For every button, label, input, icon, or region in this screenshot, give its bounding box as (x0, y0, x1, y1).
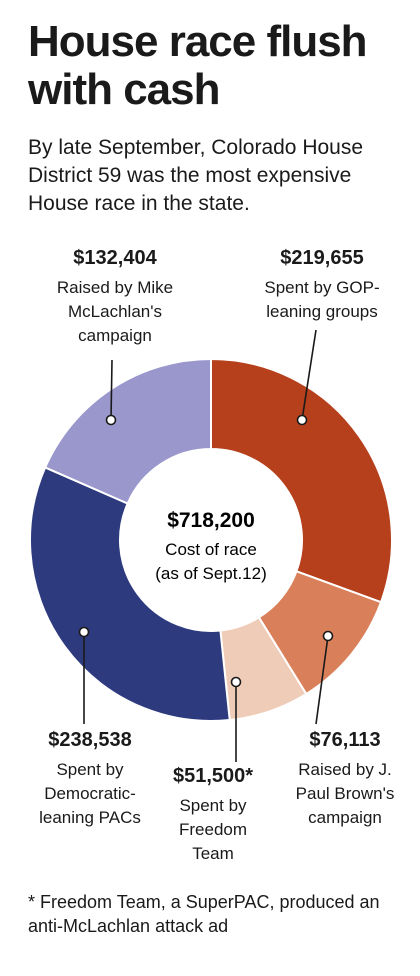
chart-subtitle: By late September, Colorado House Distri… (28, 136, 364, 215)
leader-dot-freedom (230, 676, 242, 688)
leader-line-gop (301, 329, 317, 421)
label-freedom: $51,500* Spent by Freedom Team (148, 762, 278, 866)
donut-slices (29, 357, 393, 722)
label-brown-amount: $76,113 (309, 729, 381, 751)
label-freedom-description: Spent by Freedom Team (178, 796, 248, 863)
leader-line-brown (315, 635, 329, 725)
label-gop-description: Spent by GOP- leaning groups (264, 278, 380, 321)
label-brown-description: Raised by J. Paul Brown's campaign (295, 760, 395, 827)
label-freedom-amount: $51,500* (172, 765, 254, 787)
center-label-line1: Cost of race (165, 540, 257, 559)
leader-dot-brown (322, 630, 334, 642)
donut-hole (120, 449, 302, 631)
label-mclachlan: $132,404 Raised by Mike McLachlan's camp… (25, 244, 205, 348)
leader-line-mclachlan (110, 359, 113, 421)
label-brown: $76,113 Raised by J. Paul Brown's campai… (270, 726, 420, 830)
leader-dot-mclachlan (105, 414, 117, 426)
label-dem-description: Spent by Democratic- leaning PACs (39, 760, 141, 827)
leader-dot-dem (78, 626, 90, 638)
label-gop: $219,655 Spent by GOP- leaning groups (232, 244, 412, 324)
leader-dot-gop (296, 414, 308, 426)
chart-title: House race flush with cash (28, 17, 368, 114)
leader-lines (78, 329, 334, 762)
center-total: $718,200 (167, 509, 255, 532)
slice-gop (210, 357, 393, 604)
center-label-line2: (as of Sept.12) (155, 564, 267, 583)
label-dem-amount: $238,538 (48, 729, 132, 751)
footnote: * Freedom Team, a SuperPAC, produced an … (28, 892, 380, 936)
label-mclachlan-description: Raised by Mike McLachlan's campaign (56, 278, 174, 345)
label-mclachlan-amount: $132,404 (73, 247, 157, 269)
label-gop-amount: $219,655 (280, 247, 364, 269)
label-dem: $238,538 Spent by Democratic- leaning PA… (5, 726, 175, 830)
